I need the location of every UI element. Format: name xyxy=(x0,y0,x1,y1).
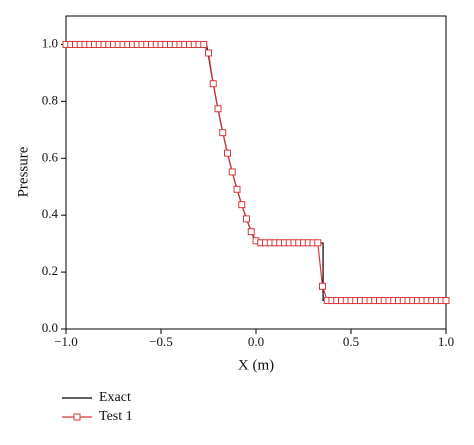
marker xyxy=(238,201,246,209)
legend-marker xyxy=(73,413,81,421)
marker xyxy=(209,80,217,88)
marker xyxy=(219,129,227,137)
marker xyxy=(247,228,255,236)
y-tick-label: 0.2 xyxy=(42,263,58,278)
y-tick-label: 0.4 xyxy=(42,206,59,221)
plot-frame xyxy=(65,15,447,330)
marker xyxy=(224,149,231,157)
marker xyxy=(314,239,322,247)
x-axis-label: X (m) xyxy=(238,357,274,373)
x-tick-label: −0.5 xyxy=(149,334,173,349)
marker xyxy=(442,297,450,305)
y-tick-label: 0.0 xyxy=(42,320,58,335)
x-tick-label: −1.0 xyxy=(54,334,78,349)
y-tick-label: 1.0 xyxy=(42,35,58,50)
x-tick-label: 1.0 xyxy=(438,334,454,349)
marker xyxy=(243,215,250,223)
series-line xyxy=(66,43,446,302)
y-tick-label: 0.8 xyxy=(42,92,58,107)
y-axis-label: Pressure xyxy=(15,146,31,197)
marker xyxy=(200,40,208,48)
marker xyxy=(319,282,326,290)
marker xyxy=(214,105,222,113)
legend-label: Test 1 xyxy=(99,409,133,424)
x-tick-label: 0.5 xyxy=(343,334,359,349)
marker xyxy=(228,168,236,176)
y-tick-label: 0.6 xyxy=(42,149,59,164)
legend-label: Exact xyxy=(99,390,131,405)
series-line xyxy=(66,43,446,302)
marker xyxy=(205,49,212,57)
marker xyxy=(233,185,241,193)
x-tick-label: 0.0 xyxy=(248,334,264,349)
